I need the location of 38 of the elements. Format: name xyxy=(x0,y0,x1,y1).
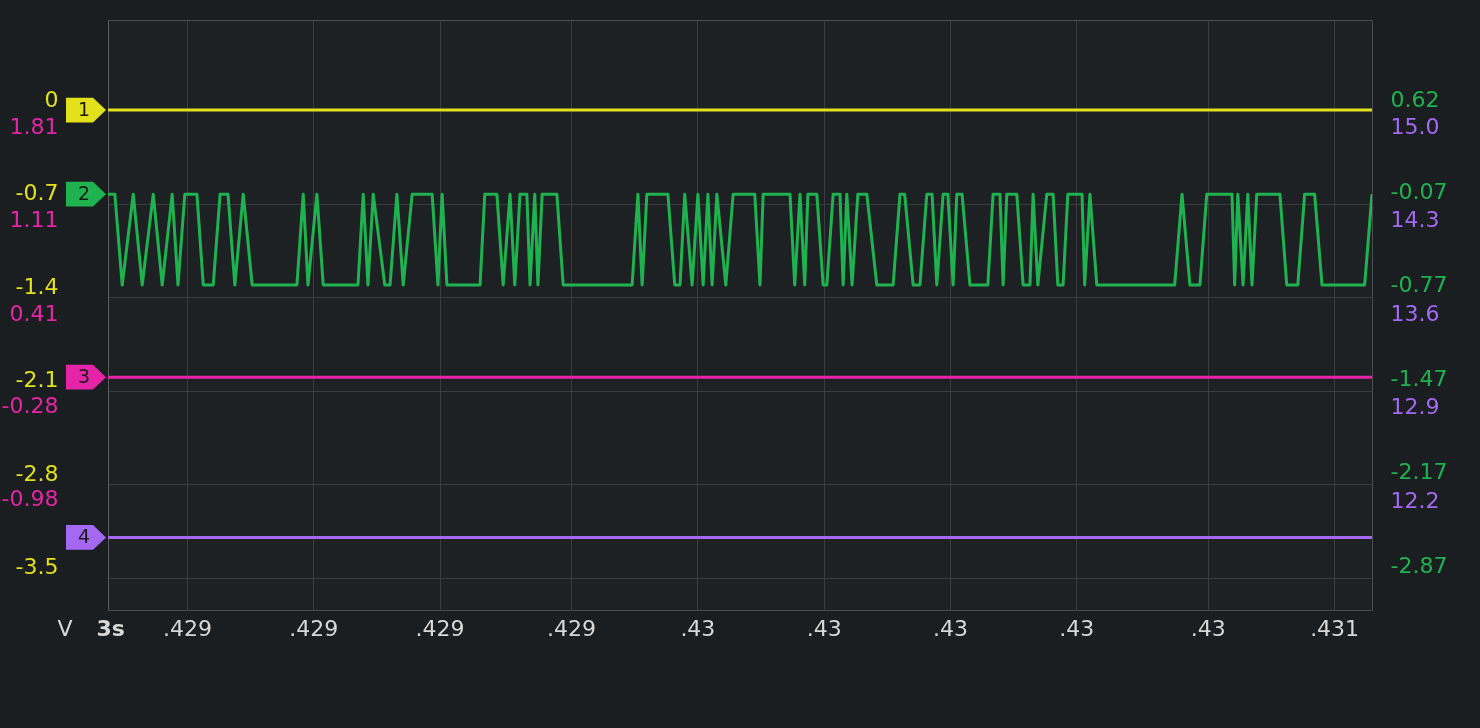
y2-tick-label: -2.17 xyxy=(1390,459,1448,485)
y2-tick-label: 12.2 xyxy=(1390,487,1440,513)
y2-tick-label: -1.47 xyxy=(1390,365,1448,391)
y2-tick-label: -0.77 xyxy=(1390,272,1448,298)
y2-tick-label: 13.6 xyxy=(1390,300,1440,326)
x-tick-label: .43 xyxy=(1059,615,1095,641)
y2-tick-label: -2.87 xyxy=(1390,552,1448,578)
x-tick-label: .429 xyxy=(415,615,465,641)
y-tick-label: -1.4 xyxy=(15,273,59,299)
x-tick-label: .43 xyxy=(932,615,968,641)
x-tick-label: .429 xyxy=(547,615,597,641)
x-tick-label: .429 xyxy=(289,615,339,641)
x-tick-label: .429 xyxy=(162,615,212,641)
series-label: 2 xyxy=(77,182,91,205)
y-tick-label: -0.98 xyxy=(1,486,59,512)
y2-tick-label: -0.07 xyxy=(1390,178,1448,204)
y2-tick-label: 0.62 xyxy=(1390,86,1440,112)
y-tick-label: 1.11 xyxy=(9,207,59,233)
y-tick-label: 0 xyxy=(44,86,59,112)
series-label: 3 xyxy=(77,365,91,388)
y-tick-label: 0.41 xyxy=(9,300,59,326)
y-tick-label: -2.1 xyxy=(15,367,59,393)
y-tick-label: -0.28 xyxy=(1,392,59,418)
x-tick-label: .43 xyxy=(680,615,716,641)
y-tick-label: -0.7 xyxy=(15,180,59,206)
y2-tick-label: 12.9 xyxy=(1390,394,1440,420)
y2-tick-label: 14.3 xyxy=(1390,207,1440,233)
y-tick-label: -3.5 xyxy=(15,554,59,580)
series-label: 1 xyxy=(77,98,91,121)
x-tick-label: .43 xyxy=(806,615,842,641)
y-axis-title: V xyxy=(57,615,73,641)
y-tick-label: -2.8 xyxy=(15,460,59,486)
x-axis-title: 3s xyxy=(96,615,125,641)
x-tick-label: .431 xyxy=(1310,615,1360,641)
series-label: 4 xyxy=(77,525,91,548)
y-tick-label: 1.81 xyxy=(9,113,59,139)
y2-tick-label: 15.0 xyxy=(1390,113,1440,139)
x-tick-label: .43 xyxy=(1190,615,1226,641)
